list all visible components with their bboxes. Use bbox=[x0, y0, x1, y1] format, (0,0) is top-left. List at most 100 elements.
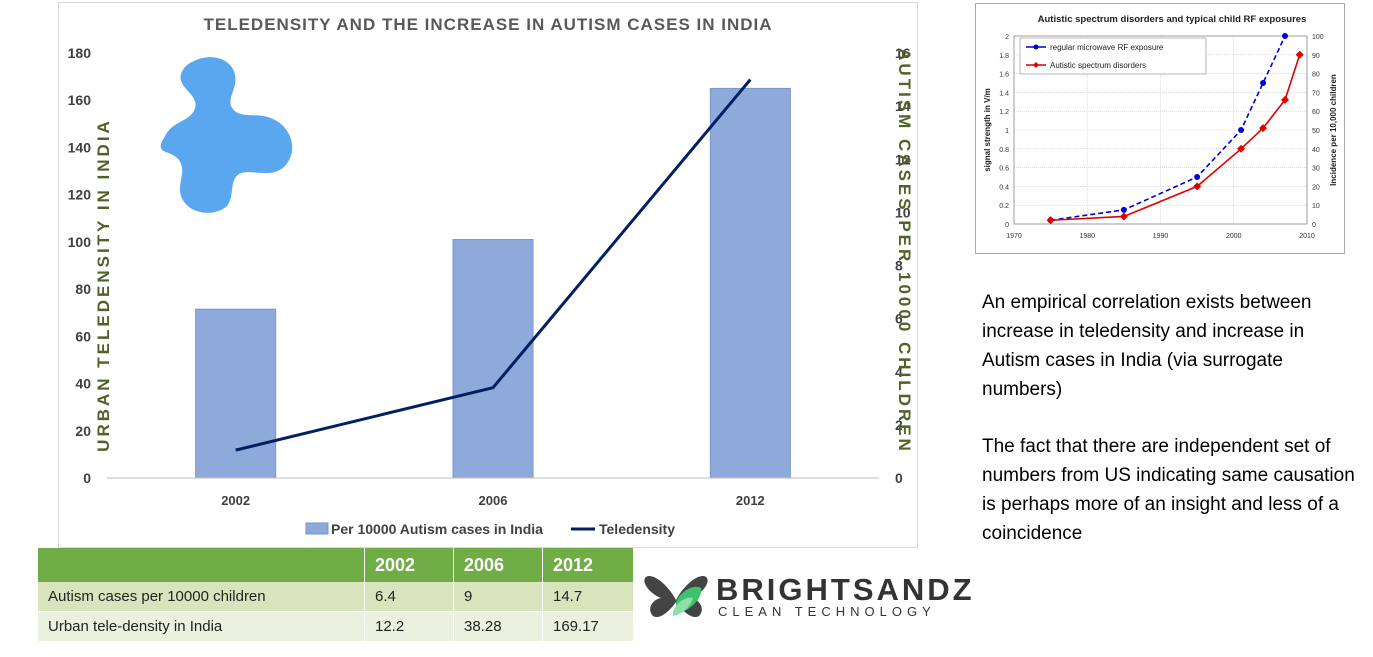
inset-x-tick: 2000 bbox=[1226, 233, 1242, 240]
legend-blue-marker bbox=[1033, 44, 1039, 50]
inset-x-tick: 1990 bbox=[1153, 233, 1169, 240]
table-cell: 6.4 bbox=[364, 582, 454, 612]
bar bbox=[452, 239, 534, 479]
inset-y-left-tick: 0.6 bbox=[999, 166, 1009, 173]
table-header-cell: 2006 bbox=[453, 548, 543, 582]
table-header-cell: 2002 bbox=[364, 548, 454, 582]
inset-legend-box bbox=[1019, 37, 1207, 75]
autism-point bbox=[1295, 50, 1304, 59]
inset-y-right-tick: 40 bbox=[1312, 147, 1320, 154]
y-left-tick-label: 100 bbox=[68, 234, 92, 250]
data-table: 2002 2006 2012 Autism cases per 10000 ch… bbox=[38, 548, 634, 642]
rf-exposure-point bbox=[1282, 33, 1289, 39]
y-left-tick-label: 0 bbox=[83, 470, 91, 486]
autism-point bbox=[1119, 212, 1128, 221]
table-cell: Urban tele-density in India bbox=[38, 611, 365, 642]
y-left-tick-label: 160 bbox=[68, 92, 92, 108]
chart-title: TELEDENSITY AND THE INCREASE IN AUTISM C… bbox=[203, 15, 773, 34]
y-right-tick-label: 2 bbox=[895, 417, 903, 433]
inset-title: Autistic spectrum disorders and typical … bbox=[1038, 14, 1307, 25]
inset-y-left-tick: 0.8 bbox=[999, 147, 1009, 154]
inset-y-right-tick: 50 bbox=[1312, 128, 1320, 135]
y-right-tick-label: 14 bbox=[895, 98, 911, 114]
rf-exposure-point bbox=[1260, 80, 1267, 86]
table-cell: 38.28 bbox=[453, 611, 543, 642]
inset-y-right-tick: 30 bbox=[1312, 166, 1320, 173]
legend-red-label: Autistic spectrum disorders bbox=[1050, 61, 1146, 70]
inset-chart-plot: Autistic spectrum disorders and typical … bbox=[983, 14, 1338, 240]
inset-y-right-label: Incidence per 10,000 children bbox=[1329, 74, 1338, 186]
rf-exposure-point bbox=[1120, 206, 1127, 213]
autism-point bbox=[1046, 216, 1055, 225]
note-paragraph: An empirical correlation exists between … bbox=[982, 292, 1312, 400]
y-left-tick-label: 20 bbox=[75, 423, 91, 439]
table-header-cell bbox=[38, 548, 365, 582]
legend-bar-label: Per 10000 Autism cases in India bbox=[331, 521, 543, 537]
bar bbox=[709, 87, 791, 479]
table-header-cell: 2012 bbox=[542, 548, 634, 582]
autism-point bbox=[1259, 124, 1268, 133]
autism-point bbox=[1193, 182, 1202, 191]
autism-line bbox=[1050, 54, 1301, 222]
inset-y-left-tick: 2 bbox=[1005, 34, 1009, 41]
inset-y-left-tick: 1.2 bbox=[999, 109, 1009, 116]
inset-y-left-tick: 1.4 bbox=[999, 90, 1009, 97]
puzzle-piece-icon bbox=[160, 57, 293, 213]
y-right-tick-label: 0 bbox=[895, 470, 903, 486]
rf-exposure-point bbox=[1238, 127, 1245, 133]
brightsandz-logo: BRIGHTSANDZ CLEAN TECHNOLOGY bbox=[643, 570, 972, 622]
inset-y-right-tick: 20 bbox=[1312, 184, 1320, 191]
main-chart: TELEDENSITY AND THE INCREASE IN AUTISM C… bbox=[58, 2, 918, 548]
inset-y-left-tick: 0 bbox=[1005, 222, 1009, 229]
table-header-row: 2002 2006 2012 bbox=[38, 548, 634, 582]
inset-y-right-tick: 80 bbox=[1312, 72, 1320, 79]
inset-chart: Autistic spectrum disorders and typical … bbox=[975, 3, 1345, 254]
inset-y-left-tick: 0.2 bbox=[999, 203, 1009, 210]
inset-y-right-tick: 60 bbox=[1312, 109, 1320, 116]
y-axis-right-label: AUTISM CASES PER 10000 CHILDREN bbox=[895, 48, 914, 454]
inset-x-tick: 1970 bbox=[1006, 233, 1022, 240]
inset-y-right-tick: 0 bbox=[1312, 222, 1316, 229]
legend-red-marker bbox=[1033, 62, 1039, 68]
x-tick-label: 2012 bbox=[736, 493, 765, 508]
inset-y-left-tick: 1.8 bbox=[999, 53, 1009, 60]
y-left-tick-label: 140 bbox=[68, 139, 92, 155]
table-row: Urban tele-density in India 12.2 38.28 1… bbox=[38, 611, 634, 642]
rf-exposure-point bbox=[1194, 174, 1201, 180]
y-left-tick-label: 180 bbox=[68, 45, 92, 61]
y-left-tick-label: 80 bbox=[75, 281, 91, 297]
y-right-tick-label: 10 bbox=[895, 204, 911, 220]
table-cell: Autism cases per 10000 children bbox=[38, 582, 365, 612]
inset-y-right-tick: 70 bbox=[1312, 90, 1320, 97]
x-tick-label: 2002 bbox=[221, 493, 250, 508]
y-left-tick-label: 60 bbox=[75, 328, 91, 344]
inset-x-tick: 1980 bbox=[1079, 233, 1095, 240]
legend-bar-swatch bbox=[305, 522, 329, 535]
y-left-tick-label: 120 bbox=[68, 187, 92, 203]
inset-y-right-tick: 100 bbox=[1312, 34, 1324, 41]
inset-y-right-tick: 90 bbox=[1312, 53, 1320, 60]
main-chart-plot: 0 20 40 60 80 100 120 140 160 180 0 2 4 6 8 10 12 14 16 200… bbox=[68, 45, 911, 537]
note-paragraph: The fact that there are independent set … bbox=[982, 436, 1355, 544]
rf-exposure-line bbox=[1050, 35, 1286, 222]
y-right-tick-label: 12 bbox=[895, 151, 911, 167]
inset-plot-frame bbox=[1013, 35, 1308, 225]
legend-blue-label: regular microwave RF exposure bbox=[1050, 43, 1164, 52]
autism-point bbox=[1281, 95, 1290, 104]
table-cell: 169.17 bbox=[542, 611, 634, 642]
legend-line-label: Teledensity bbox=[599, 521, 675, 537]
table-cell: 12.2 bbox=[364, 611, 454, 642]
table-cell: 9 bbox=[453, 582, 543, 612]
inset-y-left-tick: 0.4 bbox=[999, 184, 1009, 191]
y-right-tick-label: 6 bbox=[895, 311, 903, 327]
teledensity-line bbox=[235, 78, 752, 452]
y-right-tick-label: 8 bbox=[895, 258, 903, 274]
inset-y-right-tick: 10 bbox=[1312, 203, 1320, 210]
autism-point bbox=[1237, 144, 1246, 153]
inset-y-left-tick: 1.6 bbox=[999, 72, 1009, 79]
y-left-tick-label: 40 bbox=[75, 376, 91, 392]
inset-y-left-label: signal strength in V/m bbox=[983, 88, 992, 172]
logo-tagline: CLEAN TECHNOLOGY bbox=[718, 604, 936, 619]
y-right-tick-label: 16 bbox=[895, 45, 911, 61]
y-axis-left-label: URBAN TELEDENSITY IN INDIA bbox=[94, 118, 113, 452]
